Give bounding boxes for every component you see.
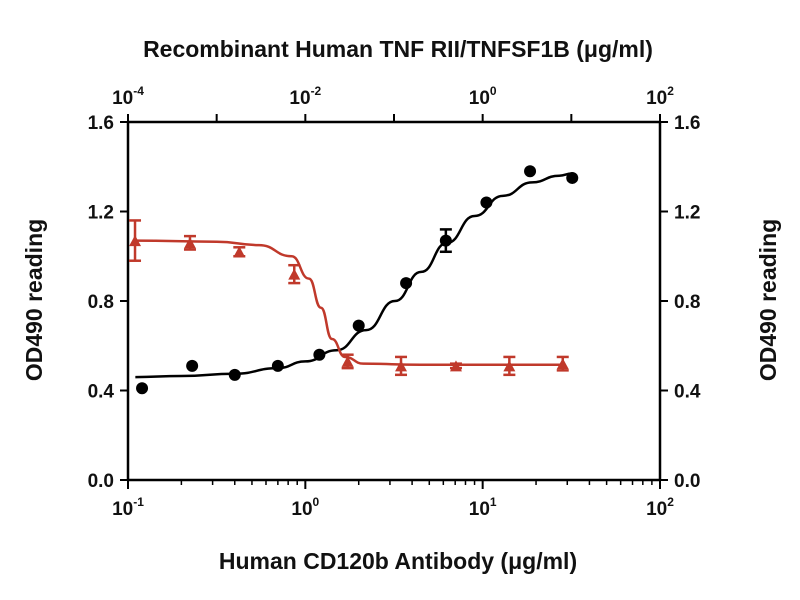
data-point — [183, 237, 196, 249]
data-point — [449, 360, 462, 372]
data-point — [136, 382, 149, 395]
right-y-tick-label: 1.6 — [674, 113, 700, 134]
left-y-tick-label: 0.0 — [88, 471, 114, 492]
data-point — [503, 360, 516, 372]
bottom-x-axis-label: Human CD120b Antibody (μg/ml) — [219, 548, 577, 574]
ticks: 0.0 0.0 0.4 0.4 0.8 0.8 1.2 1.2 1.6 1.6 10-1 100 101… — [88, 84, 701, 520]
data-point — [395, 360, 408, 372]
left-y-tick-label: 0.4 — [88, 382, 115, 403]
data-point — [313, 348, 326, 361]
data-point — [288, 268, 301, 280]
bottom-x-tick-label: 10-1 — [112, 495, 144, 520]
data-point — [524, 165, 537, 178]
bottom-x-tick-label: 101 — [469, 495, 497, 520]
right-y-tick-label: 0.0 — [674, 471, 700, 492]
data-marks — [129, 165, 579, 395]
data-point — [233, 246, 246, 258]
top-x-tick-label: 10-4 — [112, 84, 144, 109]
fit-curve-series-2 — [135, 239, 563, 367]
data-point — [186, 359, 199, 372]
data-point — [228, 368, 241, 381]
data-point — [439, 234, 452, 247]
data-point — [341, 355, 354, 367]
fitted-curves — [135, 172, 573, 379]
right-y-tick-label: 0.4 — [674, 382, 701, 403]
data-point — [352, 319, 365, 332]
data-point — [271, 359, 284, 372]
fit-curve-series-1 — [135, 172, 573, 379]
left-y-axis-label: OD490 reading — [21, 219, 47, 381]
bottom-x-tick-label: 100 — [291, 495, 319, 520]
bottom-x-tick-label: 102 — [646, 495, 674, 520]
left-y-tick-label: 1.2 — [88, 203, 114, 224]
data-point — [129, 235, 142, 247]
top-x-tick-label: 10-2 — [289, 84, 321, 109]
data-point — [566, 171, 579, 184]
data-point — [400, 277, 413, 290]
data-point — [480, 196, 493, 209]
left-y-tick-label: 1.6 — [88, 113, 114, 134]
top-x-axis-label: Recombinant Human TNF RII/TNFSF1B (μg/ml… — [143, 36, 653, 62]
right-y-axis-label: OD490 reading — [755, 219, 781, 381]
right-y-tick-label: 0.8 — [674, 292, 700, 313]
top-x-tick-label: 102 — [646, 84, 674, 109]
right-y-tick-label: 1.2 — [674, 203, 700, 224]
data-point — [556, 358, 569, 370]
left-y-tick-label: 0.8 — [88, 292, 114, 313]
top-x-tick-label: 100 — [469, 84, 497, 109]
